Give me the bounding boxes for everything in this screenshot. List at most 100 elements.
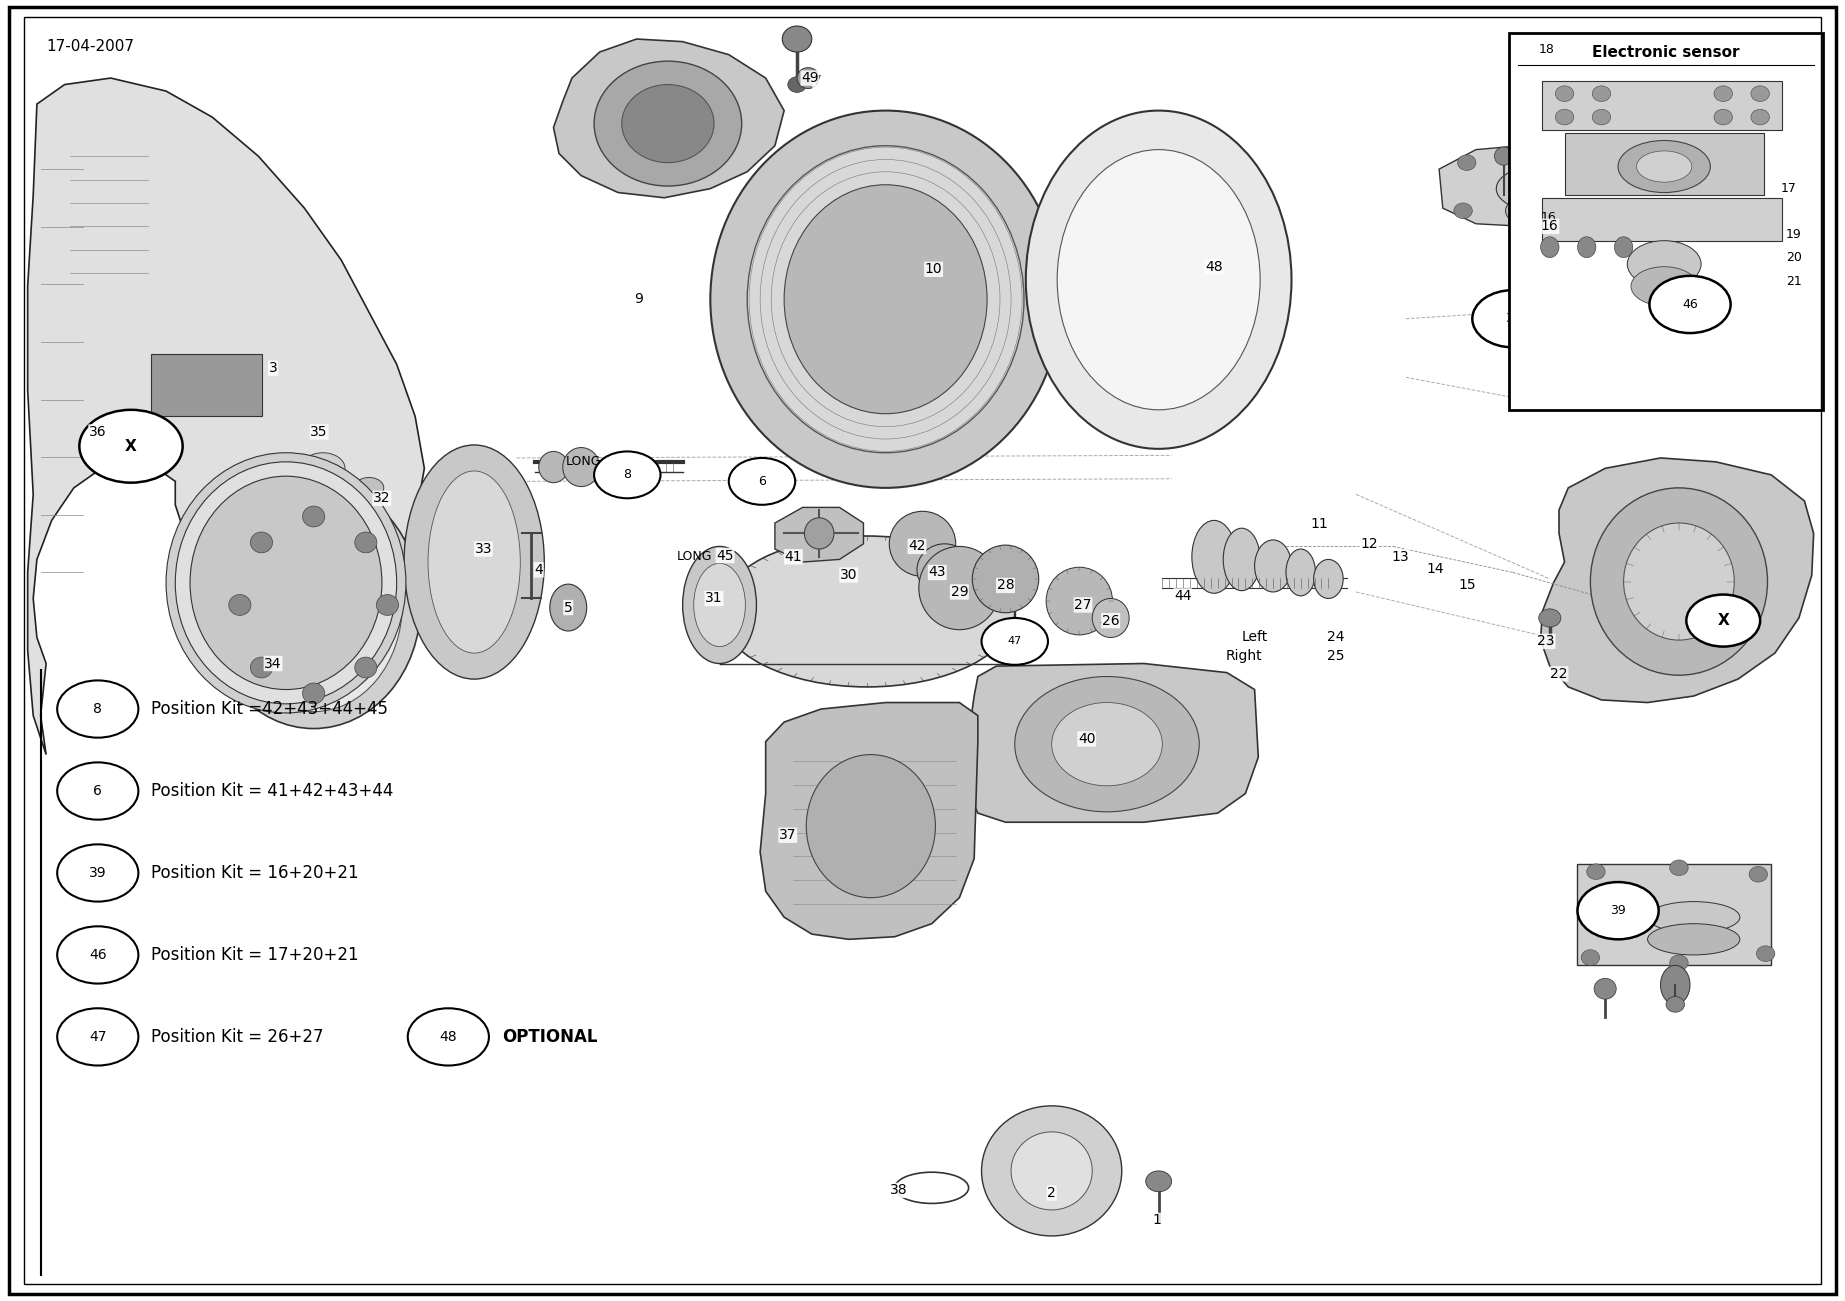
Ellipse shape — [1458, 155, 1476, 170]
Text: 47: 47 — [1007, 636, 1022, 647]
Circle shape — [57, 926, 138, 984]
Ellipse shape — [1590, 488, 1768, 675]
Text: X: X — [125, 438, 137, 454]
FancyBboxPatch shape — [1542, 198, 1782, 241]
Text: 28: 28 — [996, 579, 1015, 592]
Ellipse shape — [175, 462, 397, 704]
Ellipse shape — [1255, 540, 1292, 592]
Text: 47: 47 — [89, 1030, 107, 1043]
Ellipse shape — [784, 185, 987, 414]
Ellipse shape — [1515, 215, 1570, 241]
Ellipse shape — [694, 563, 745, 647]
Ellipse shape — [788, 77, 806, 92]
Ellipse shape — [917, 544, 972, 596]
PathPatch shape — [554, 39, 784, 198]
Circle shape — [594, 451, 661, 498]
Ellipse shape — [1627, 241, 1701, 288]
Ellipse shape — [229, 595, 251, 615]
PathPatch shape — [775, 507, 863, 562]
Text: 31: 31 — [705, 592, 723, 605]
Text: 15: 15 — [1458, 579, 1476, 592]
Ellipse shape — [1618, 141, 1710, 193]
Ellipse shape — [1146, 1171, 1172, 1192]
Text: 14: 14 — [1426, 562, 1445, 575]
Ellipse shape — [303, 683, 325, 704]
Ellipse shape — [1666, 997, 1684, 1012]
Ellipse shape — [1223, 528, 1260, 591]
Text: 46: 46 — [1683, 298, 1697, 311]
Text: 39: 39 — [1506, 312, 1520, 325]
Text: 36: 36 — [89, 425, 107, 438]
Text: X: X — [1718, 613, 1729, 628]
Text: 25: 25 — [1327, 649, 1343, 662]
Text: Electronic sensor: Electronic sensor — [1592, 44, 1740, 60]
Text: 39: 39 — [1611, 904, 1625, 917]
Ellipse shape — [1015, 677, 1199, 812]
Text: 38: 38 — [889, 1184, 908, 1197]
PathPatch shape — [28, 78, 424, 755]
Ellipse shape — [1594, 978, 1616, 999]
Circle shape — [57, 1008, 138, 1066]
Ellipse shape — [1026, 111, 1292, 449]
Ellipse shape — [1192, 520, 1236, 593]
Text: 32: 32 — [373, 492, 391, 505]
Ellipse shape — [804, 518, 834, 549]
Ellipse shape — [1506, 193, 1579, 229]
Text: 37: 37 — [779, 829, 797, 842]
Text: 23: 23 — [1537, 635, 1555, 648]
Ellipse shape — [1011, 1132, 1092, 1210]
Text: 17-04-2007: 17-04-2007 — [46, 39, 135, 55]
Text: 10: 10 — [924, 263, 943, 276]
Ellipse shape — [404, 445, 544, 679]
Text: 43: 43 — [928, 566, 946, 579]
Ellipse shape — [1541, 237, 1559, 258]
Ellipse shape — [354, 477, 384, 498]
PathPatch shape — [1439, 143, 1646, 228]
Text: Position Kit = 41+42+43+44: Position Kit = 41+42+43+44 — [151, 782, 393, 800]
Ellipse shape — [1749, 866, 1768, 882]
Circle shape — [1649, 276, 1731, 333]
Ellipse shape — [539, 451, 568, 483]
Ellipse shape — [225, 498, 402, 712]
Text: Position Kit = 16+20+21: Position Kit = 16+20+21 — [151, 864, 360, 882]
Text: 20: 20 — [1786, 251, 1803, 264]
Ellipse shape — [1539, 609, 1561, 627]
Text: 6: 6 — [758, 475, 766, 488]
Text: 19: 19 — [1786, 228, 1803, 241]
Text: 12: 12 — [1360, 537, 1378, 550]
Circle shape — [57, 762, 138, 820]
Text: 4: 4 — [535, 563, 542, 576]
Text: 42: 42 — [908, 540, 926, 553]
Ellipse shape — [1052, 703, 1162, 786]
Text: 48: 48 — [1205, 260, 1223, 273]
Ellipse shape — [376, 595, 399, 615]
Ellipse shape — [747, 146, 1024, 453]
Text: OPTIONAL: OPTIONAL — [502, 1028, 598, 1046]
Text: 22: 22 — [1550, 667, 1568, 680]
FancyBboxPatch shape — [1542, 81, 1782, 130]
Ellipse shape — [1496, 165, 1589, 212]
Circle shape — [57, 680, 138, 738]
Ellipse shape — [622, 85, 714, 163]
Text: 8: 8 — [94, 703, 101, 716]
Circle shape — [408, 1008, 489, 1066]
Ellipse shape — [1648, 924, 1740, 955]
Text: 5: 5 — [565, 601, 572, 614]
Ellipse shape — [428, 471, 520, 653]
Text: 30: 30 — [839, 569, 858, 582]
Ellipse shape — [1624, 196, 1642, 212]
Text: 18: 18 — [1539, 43, 1555, 56]
Text: 8: 8 — [624, 468, 631, 481]
Text: 45: 45 — [716, 549, 734, 562]
Text: Position Kit = 17+20+21: Position Kit = 17+20+21 — [151, 946, 360, 964]
Ellipse shape — [972, 545, 1039, 613]
Ellipse shape — [1509, 173, 1576, 204]
Ellipse shape — [301, 453, 345, 484]
Text: 34: 34 — [264, 657, 282, 670]
Ellipse shape — [797, 68, 819, 88]
Text: 21: 21 — [1786, 275, 1803, 288]
Ellipse shape — [1614, 155, 1633, 170]
Text: Right: Right — [1225, 649, 1262, 662]
Ellipse shape — [1057, 150, 1260, 410]
Text: 2: 2 — [1048, 1187, 1055, 1200]
